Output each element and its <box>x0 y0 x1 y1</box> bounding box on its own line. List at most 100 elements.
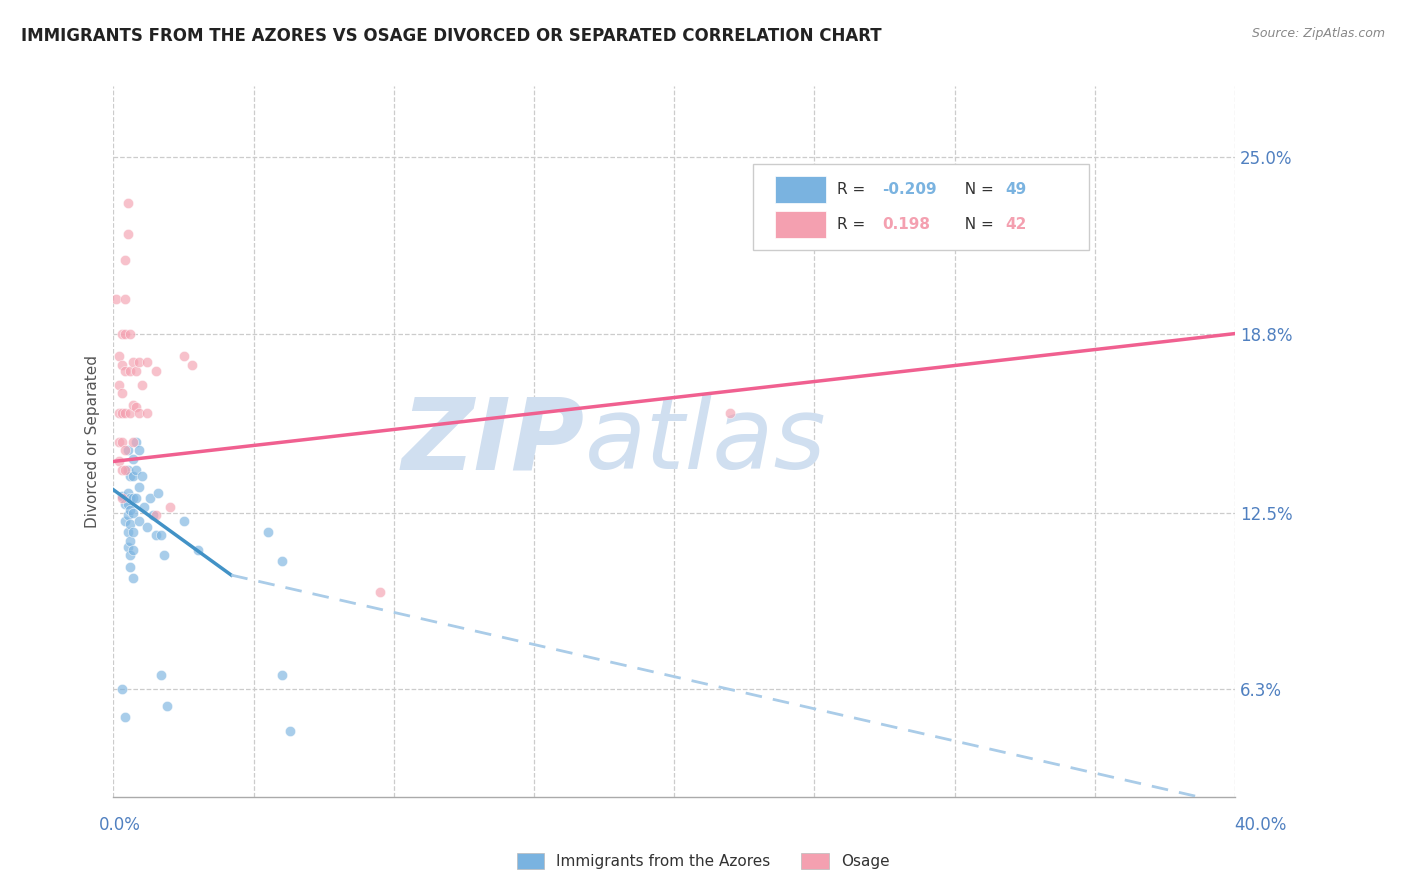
Point <box>114 514 136 528</box>
Point <box>136 520 159 534</box>
Point <box>111 489 134 503</box>
Point <box>270 667 292 681</box>
Point <box>145 528 167 542</box>
Point <box>114 497 136 511</box>
Point <box>120 491 142 506</box>
Point <box>111 386 134 401</box>
Bar <box>775 176 825 202</box>
Point <box>145 508 167 523</box>
Point <box>111 681 134 696</box>
Point <box>125 401 148 415</box>
Point <box>111 463 134 477</box>
Point <box>120 502 142 516</box>
Point <box>136 406 159 420</box>
Text: 0.0%: 0.0% <box>98 816 141 834</box>
Point <box>148 485 170 500</box>
Point <box>125 363 148 377</box>
Text: R =: R = <box>837 182 870 197</box>
Point <box>122 398 145 412</box>
Text: 42: 42 <box>1005 218 1026 233</box>
Point <box>111 406 134 420</box>
Text: R =: R = <box>837 218 875 233</box>
Point <box>111 434 134 449</box>
Point <box>128 355 150 369</box>
Point <box>117 443 139 458</box>
Point <box>122 451 145 466</box>
Point <box>122 542 145 557</box>
Point <box>145 363 167 377</box>
Point <box>156 698 179 713</box>
Point <box>120 406 142 420</box>
Point <box>108 349 131 363</box>
Point <box>108 377 131 392</box>
Point <box>125 463 148 477</box>
Point <box>111 358 134 372</box>
Bar <box>775 211 825 238</box>
Point <box>120 468 142 483</box>
Point <box>114 293 136 307</box>
Point <box>114 326 136 341</box>
Point <box>153 548 176 562</box>
Point <box>117 497 139 511</box>
Point <box>114 252 136 267</box>
Point <box>114 443 136 458</box>
Point <box>111 326 134 341</box>
Point <box>128 406 150 420</box>
Point <box>368 585 391 599</box>
Point <box>108 406 131 420</box>
Point <box>128 514 150 528</box>
Point <box>150 667 173 681</box>
Point <box>117 540 139 554</box>
Point <box>122 525 145 540</box>
Y-axis label: Divorced or Separated: Divorced or Separated <box>86 355 100 528</box>
Point <box>117 463 139 477</box>
Point <box>108 434 131 449</box>
Point <box>117 195 139 210</box>
Point <box>122 434 145 449</box>
Text: 40.0%: 40.0% <box>1234 816 1286 834</box>
Point <box>136 355 159 369</box>
Point <box>120 326 142 341</box>
Text: N =: N = <box>955 218 998 233</box>
Point <box>142 508 165 523</box>
Point <box>120 548 142 562</box>
Point <box>117 227 139 241</box>
Text: 0.198: 0.198 <box>882 218 929 233</box>
Point <box>128 443 150 458</box>
Legend: Immigrants from the Azores, Osage: Immigrants from the Azores, Osage <box>510 847 896 875</box>
Point <box>173 349 195 363</box>
Point <box>108 454 131 468</box>
Point <box>117 525 139 540</box>
Point <box>122 355 145 369</box>
Point <box>125 434 148 449</box>
Point <box>122 506 145 520</box>
Point <box>181 358 204 372</box>
Point <box>134 500 156 514</box>
Point <box>122 468 145 483</box>
Point <box>120 363 142 377</box>
Text: Source: ZipAtlas.com: Source: ZipAtlas.com <box>1251 27 1385 40</box>
Point <box>125 491 148 506</box>
Point <box>173 514 195 528</box>
Point <box>718 406 741 420</box>
Point <box>114 463 136 477</box>
Point <box>114 406 136 420</box>
Point <box>114 363 136 377</box>
Point <box>139 491 162 506</box>
Text: IMMIGRANTS FROM THE AZORES VS OSAGE DIVORCED OR SEPARATED CORRELATION CHART: IMMIGRANTS FROM THE AZORES VS OSAGE DIVO… <box>21 27 882 45</box>
Point <box>128 480 150 494</box>
Point <box>114 710 136 724</box>
Text: ZIP: ZIP <box>402 393 585 490</box>
Point <box>111 491 134 506</box>
Point <box>150 528 173 542</box>
Point <box>270 554 292 568</box>
Point <box>117 508 139 523</box>
Point <box>131 468 153 483</box>
Point <box>159 500 181 514</box>
Point <box>117 485 139 500</box>
Point <box>120 533 142 548</box>
Point <box>131 377 153 392</box>
Text: -0.209: -0.209 <box>882 182 936 197</box>
Text: atlas: atlas <box>585 393 827 490</box>
FancyBboxPatch shape <box>752 164 1090 250</box>
